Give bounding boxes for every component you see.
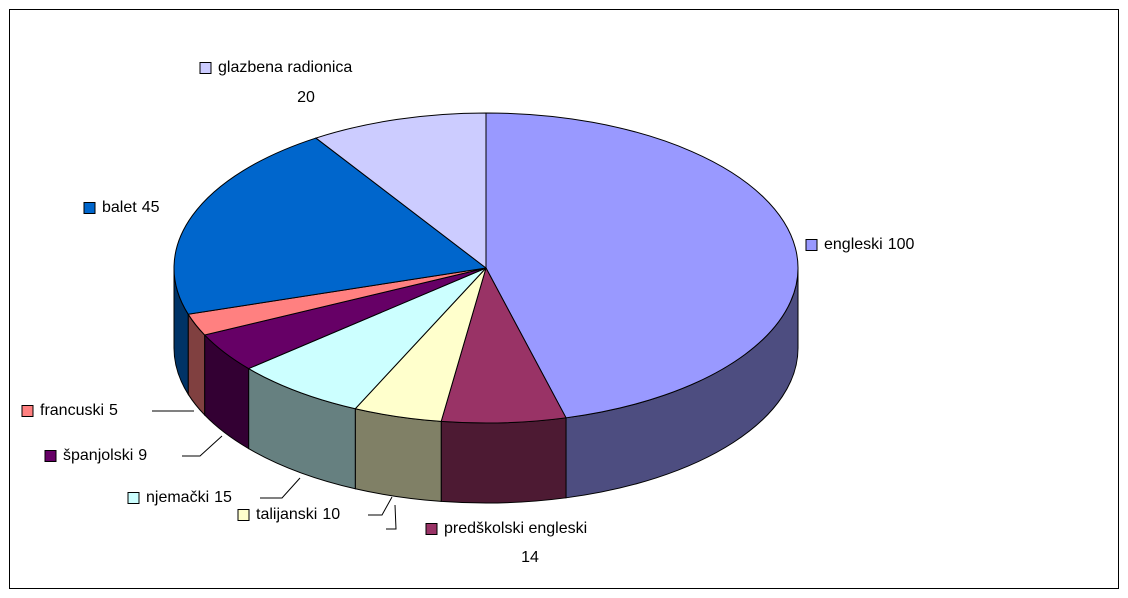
legend-key [237,509,250,521]
data-label-category: engleski [824,236,883,253]
data-label-category: francuski [40,402,104,419]
legend-key [199,62,212,74]
leader-line [368,496,393,516]
leader-line [260,477,301,499]
slice-side [354,408,442,502]
slice [173,137,488,315]
legend-key [21,405,34,417]
data-label-category: glazbena radionica [218,59,352,76]
slice [485,112,799,419]
data-label: talijanski 10 [256,506,340,523]
legend-key [83,202,96,214]
slice [440,266,567,424]
data-label: balet 45 [102,199,160,216]
data-label-category: španjolski [63,447,133,464]
leader-line [386,504,397,530]
data-label-value: 14 [521,549,539,566]
slice [247,267,487,410]
legend-key [127,492,140,504]
data-label-category: balet [102,199,137,216]
data-label-category: njemački [146,489,209,506]
data-label-value: 20 [297,89,315,106]
data-label-category: predškolski engleski [444,520,587,537]
data-label-value: 9 [138,447,147,464]
data-label: španjolski 9 [63,447,147,464]
slice-side [440,417,567,504]
data-label: njemački 15 [146,489,232,506]
data-label: glazbena radionica [218,59,352,76]
data-label: francuski 5 [40,402,118,419]
legend-key [805,239,818,251]
data-label-category: talijanski [256,506,317,523]
leader-line [182,435,223,457]
data-label-value: 10 [322,506,340,523]
data-label: predškolski engleski [444,520,587,537]
legend-key [44,450,57,462]
slice [314,112,487,270]
data-label: engleski 100 [824,236,915,253]
legend-key [425,523,438,535]
data-label-value: 100 [888,236,915,253]
data-label-value: 45 [142,199,160,216]
data-label-value: 15 [214,489,232,506]
data-label-value: 5 [109,402,118,419]
